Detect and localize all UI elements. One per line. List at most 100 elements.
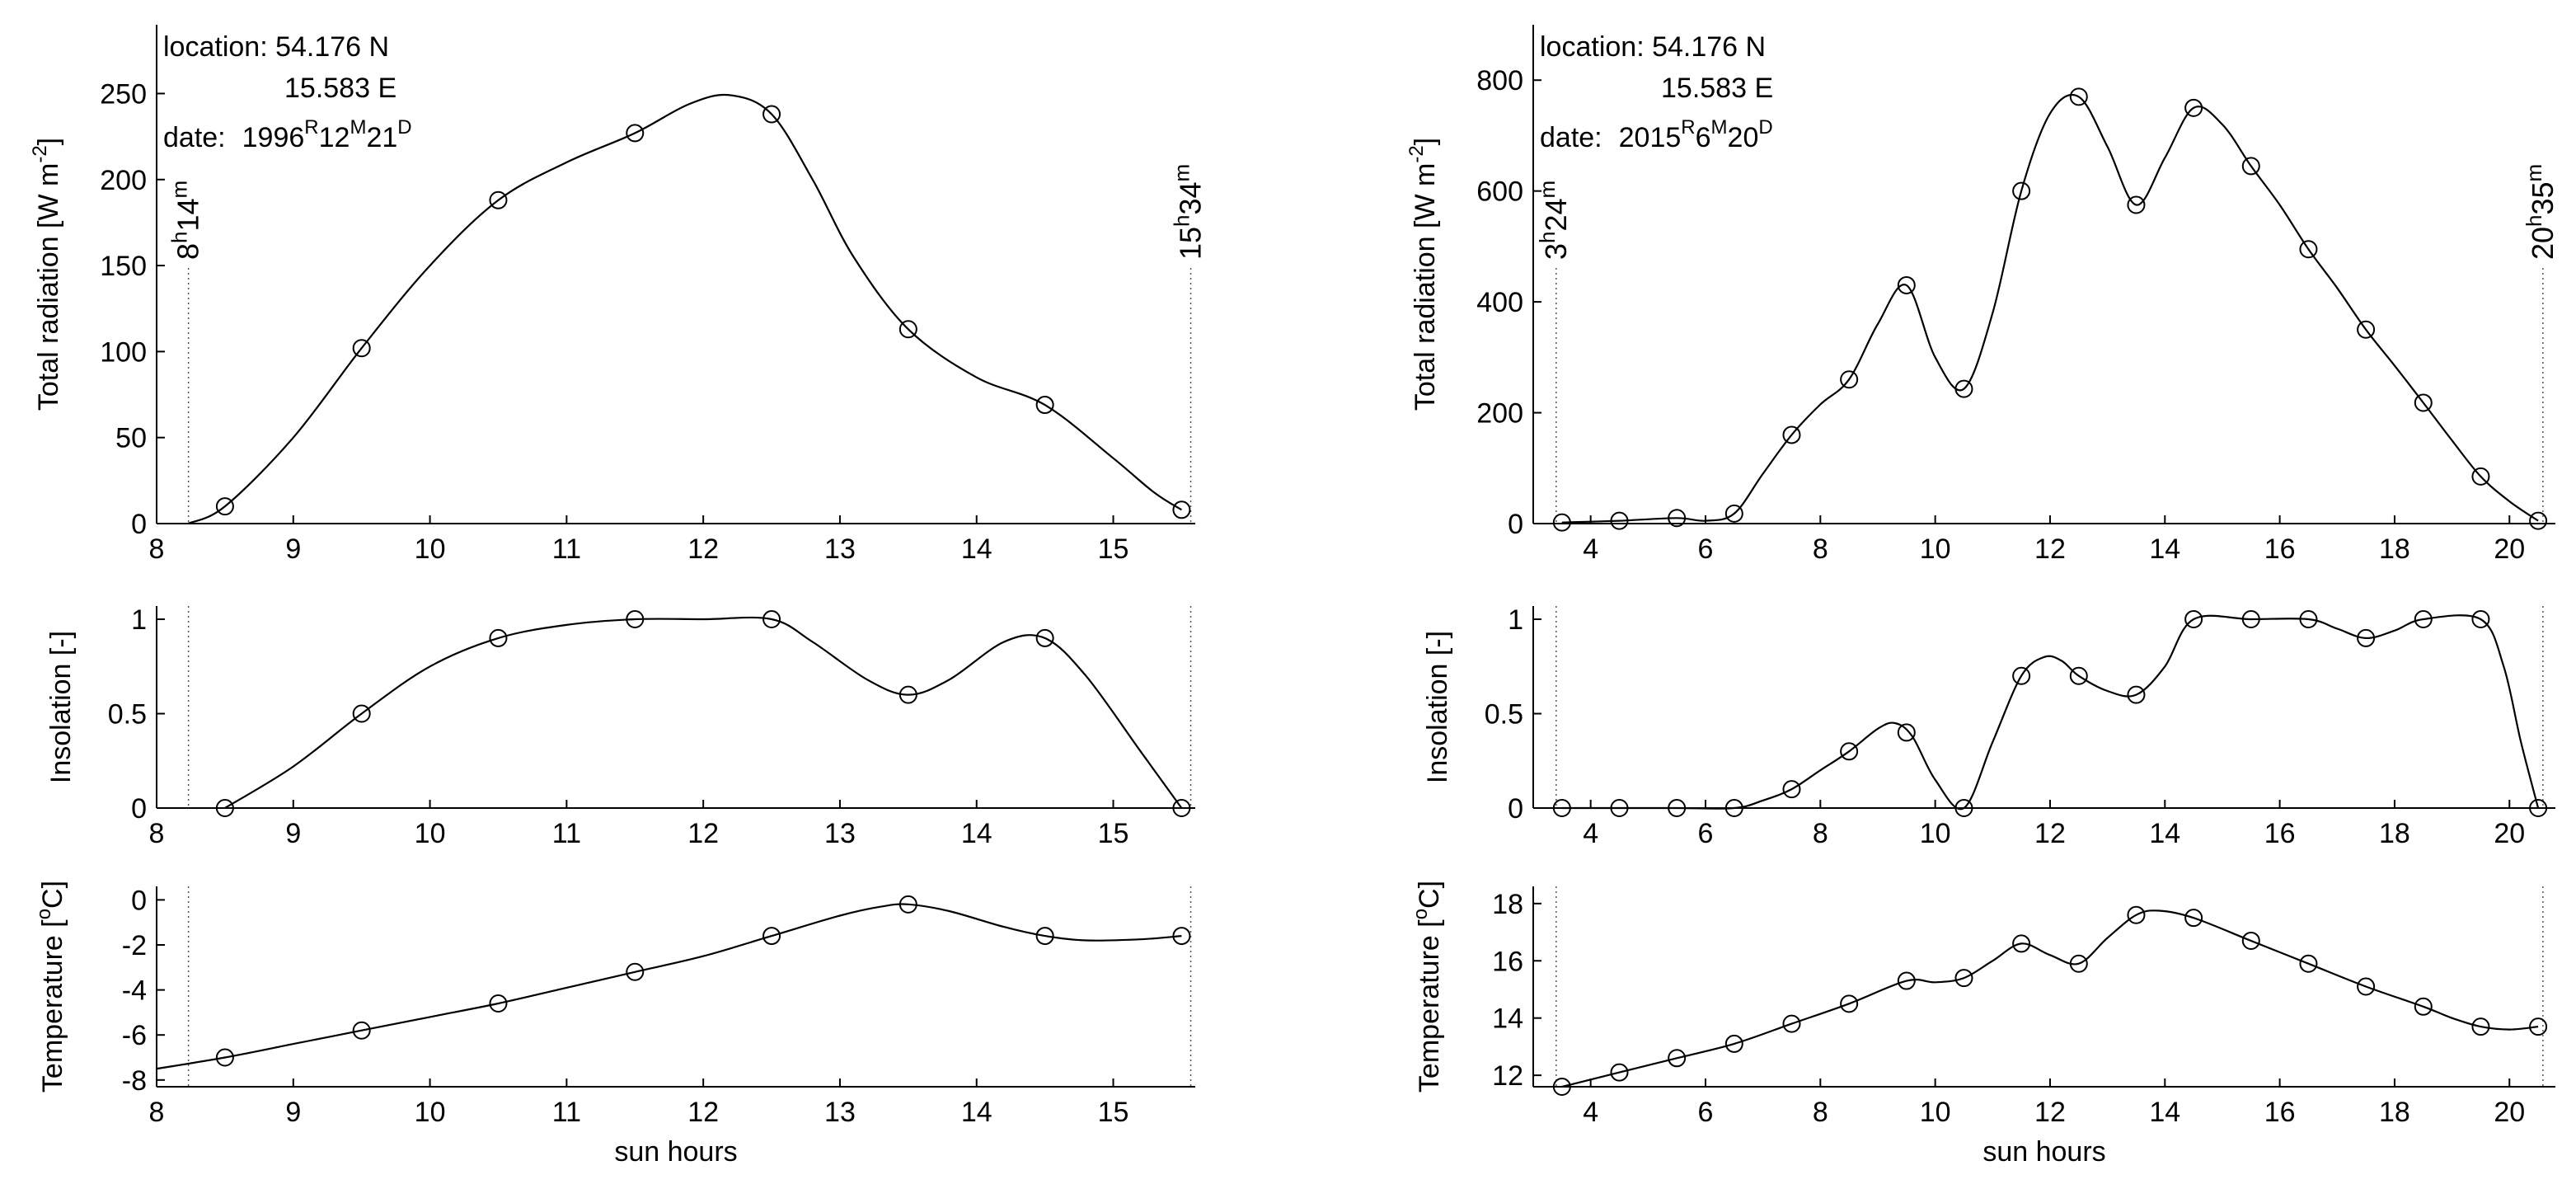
sunrise-label-part: 8 xyxy=(171,243,205,260)
data-point xyxy=(1782,1014,1801,1033)
y-axis-label: Insolation [-] xyxy=(45,631,77,783)
data-point xyxy=(1172,500,1191,519)
y-tick-label-part: 0 xyxy=(131,885,147,916)
panel-right-bottom: 4 6 8 10 12 14 16 18 20 12 14 16 18 Temperature [oC] s… xyxy=(1410,881,2555,1168)
sunrise-label-part: h xyxy=(1535,232,1560,243)
data-point xyxy=(2414,610,2433,629)
location-lon-label: 15.583 E xyxy=(284,73,396,104)
x-tick-label: 18 xyxy=(2379,533,2410,565)
data-point xyxy=(2127,195,2146,214)
y-tick-label: 0 xyxy=(1508,793,1523,825)
data-point xyxy=(899,685,917,704)
data-point xyxy=(626,124,645,143)
data-point xyxy=(1840,742,1859,761)
y-axis-label: Insolation [-] xyxy=(1422,631,1453,783)
y-axis-label-text: Temperature [ xyxy=(37,919,68,1093)
y-tick-label: 0.5 xyxy=(1485,699,1523,731)
data-point xyxy=(1035,927,1054,946)
location-lat-label-part: location: 54.176 N xyxy=(1540,31,1766,63)
y-tick-label: 18 xyxy=(1492,889,1523,920)
x-tick-label: 12 xyxy=(2034,818,2066,849)
x-tick-label-part: 9 xyxy=(285,1097,301,1128)
x-tick-label-part: 6 xyxy=(1698,1097,1714,1128)
data-point xyxy=(1610,799,1629,817)
x-tick-label: 15 xyxy=(1098,818,1129,849)
x-tick-label-part: 20 xyxy=(2494,533,2525,565)
x-tick-label: 4 xyxy=(1583,1097,1598,1128)
x-tick-label-part: 8 xyxy=(1813,1097,1828,1128)
data-point xyxy=(1668,799,1687,817)
y-tick-label-part: 0 xyxy=(1508,509,1523,540)
sunrise-label-part: 3 xyxy=(1539,243,1573,260)
y-tick-label-part: 200 xyxy=(1476,398,1523,430)
y-tick-label-part: -2 xyxy=(122,930,147,961)
x-tick-label-part: 13 xyxy=(824,1097,856,1128)
x-tick-label-part: 13 xyxy=(824,818,856,849)
y-axis-label-text: Total radiation [W m xyxy=(33,163,64,411)
y-tick-label-part: 14 xyxy=(1492,1003,1523,1035)
panel-left-bottom: 8 9 10 11 12 13 14 15 -8 -6 -4 -2 0 Temperature [oC] s… xyxy=(33,881,1195,1168)
data-point xyxy=(215,799,234,817)
y-axis-label-text: Temperature [ xyxy=(1414,919,1445,1093)
data-point xyxy=(1954,969,1973,988)
y-tick-label: 14 xyxy=(1492,1003,1523,1035)
x-tick-label-part: 10 xyxy=(1920,818,1951,849)
data-point xyxy=(2529,511,2548,530)
data-point xyxy=(1897,275,1916,294)
date-label-date_prefix: date: xyxy=(163,122,226,153)
data-point xyxy=(899,895,917,914)
data-point xyxy=(626,962,645,981)
sunrise-label-part: h xyxy=(167,232,192,243)
date-label-d_val: 21 xyxy=(366,122,397,153)
date-label-d_val: 20 xyxy=(1728,122,1759,153)
y-tick-label-part: 18 xyxy=(1492,889,1523,920)
x-axis-label-part: sun hours xyxy=(614,1136,737,1168)
data-point xyxy=(2012,934,2031,953)
y-axis-label-sup: -2 xyxy=(1405,145,1428,162)
x-tick-label-part: 14 xyxy=(2149,818,2180,849)
x-tick-label-part: 18 xyxy=(2379,533,2410,565)
x-tick-label-part: 11 xyxy=(552,1097,581,1128)
x-tick-label: 11 xyxy=(552,1097,581,1128)
sunset-label-part: 34 xyxy=(1174,181,1208,214)
x-tick-label-part: 6 xyxy=(1698,533,1714,565)
x-tick-label-part: 10 xyxy=(1920,533,1951,565)
x-tick-label-part: 8 xyxy=(149,818,165,849)
y-tick-label-part: 16 xyxy=(1492,946,1523,977)
date-label-y_unit: R xyxy=(1681,116,1695,139)
data-point xyxy=(2299,954,2318,973)
y-tick-label: 250 xyxy=(100,78,147,110)
x-tick-label-part: 14 xyxy=(961,1097,992,1128)
x-tick-label-part: 10 xyxy=(1920,1097,1951,1128)
data-point xyxy=(1782,425,1801,444)
y-tick-label: -2 xyxy=(122,930,147,961)
x-tick-label-part: 14 xyxy=(2149,533,2180,565)
x-tick-label-part: 4 xyxy=(1583,533,1598,565)
x-tick-label-part: 8 xyxy=(1813,818,1828,849)
x-tick-label: 15 xyxy=(1098,1097,1129,1128)
data-point xyxy=(626,610,645,629)
y-tick-label: 0 xyxy=(1508,509,1523,540)
y-tick-label: 1 xyxy=(131,604,147,636)
sunset-label-part: h xyxy=(1170,214,1194,226)
x-tick-label-part: 15 xyxy=(1098,533,1129,565)
x-tick-label: 10 xyxy=(1920,818,1951,849)
y-tick-label-part: 50 xyxy=(115,423,147,454)
series-line xyxy=(1561,93,2539,524)
x-tick-label: 13 xyxy=(824,818,856,849)
panel-left-middle: 8 9 10 11 12 13 14 15 0 0.5 1 Insolation [-] xyxy=(45,604,1195,849)
x-tick-label-part: 10 xyxy=(415,533,446,565)
x-tick-label: 10 xyxy=(1920,1097,1951,1128)
x-axis-label-part: sun hours xyxy=(1982,1136,2105,1168)
data-point xyxy=(2357,977,2376,996)
data-point xyxy=(2357,628,2376,647)
y-tick-label: -4 xyxy=(122,975,147,1007)
x-tick-label: 8 xyxy=(1813,1097,1828,1128)
data-point xyxy=(352,704,371,723)
x-tick-label: 11 xyxy=(552,533,581,565)
y-axis-label-text: Insolation [-] xyxy=(1422,631,1453,783)
x-tick-label: 20 xyxy=(2494,818,2525,849)
series-line xyxy=(224,616,1183,809)
data-point xyxy=(215,497,234,516)
date-label-m_val: 12 xyxy=(319,122,350,153)
